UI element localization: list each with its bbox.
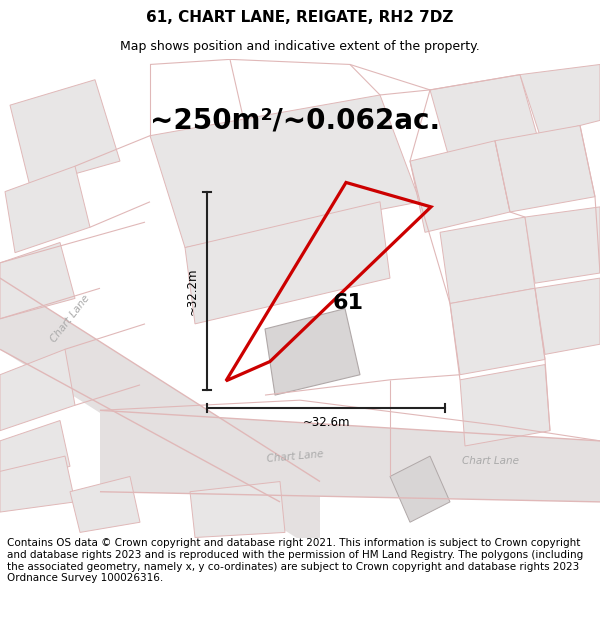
Polygon shape [100, 411, 600, 502]
Polygon shape [185, 202, 390, 324]
Text: 61, CHART LANE, REIGATE, RH2 7DZ: 61, CHART LANE, REIGATE, RH2 7DZ [146, 10, 454, 25]
Polygon shape [0, 349, 75, 431]
Polygon shape [5, 166, 90, 252]
Polygon shape [70, 476, 140, 532]
Text: Chart Lane: Chart Lane [461, 456, 518, 466]
Polygon shape [430, 74, 540, 161]
Polygon shape [10, 80, 120, 186]
Text: Contains OS data © Crown copyright and database right 2021. This information is : Contains OS data © Crown copyright and d… [7, 538, 583, 583]
Polygon shape [265, 309, 360, 395]
Polygon shape [0, 278, 320, 552]
Polygon shape [0, 421, 70, 487]
Polygon shape [0, 242, 75, 319]
Polygon shape [450, 288, 545, 375]
Polygon shape [440, 217, 535, 304]
Text: Chart Lane: Chart Lane [266, 449, 324, 464]
Polygon shape [390, 456, 450, 522]
Polygon shape [520, 64, 600, 136]
Text: ~250m²/~0.062ac.: ~250m²/~0.062ac. [150, 106, 440, 134]
Polygon shape [190, 481, 285, 538]
Polygon shape [150, 95, 420, 248]
Polygon shape [495, 126, 595, 212]
Polygon shape [535, 278, 600, 354]
Polygon shape [525, 207, 600, 283]
Text: Map shows position and indicative extent of the property.: Map shows position and indicative extent… [120, 40, 480, 52]
Text: ~32.2m: ~32.2m [186, 267, 199, 314]
Text: Chart Lane: Chart Lane [49, 293, 91, 344]
Polygon shape [460, 364, 550, 446]
Text: ~32.6m: ~32.6m [302, 416, 350, 429]
Text: 61: 61 [333, 293, 364, 313]
Polygon shape [0, 456, 75, 512]
Polygon shape [410, 141, 510, 232]
